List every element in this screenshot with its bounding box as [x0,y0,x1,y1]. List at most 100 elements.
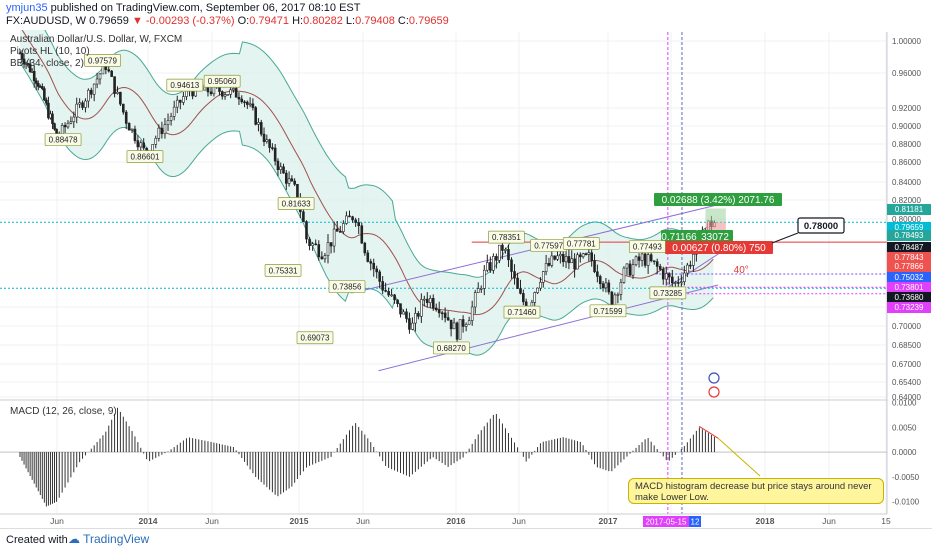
candle-body [51,113,54,124]
candle-body [434,307,438,311]
candle-body [378,271,381,282]
badge-text: 0.73801 [895,283,924,292]
candle-body [567,256,571,264]
macd-y-tick: -0.0100 [892,498,920,507]
ohlc-close: 0.79659 [408,15,449,27]
chart-header: ymjun35 published on TradingView.com, Se… [0,0,932,30]
badge-text: 0.78487 [895,243,924,252]
candle-body [661,269,665,280]
candle-body [348,215,351,218]
candle-body [473,292,477,308]
pivot-bg [264,264,302,277]
candle-body [284,172,288,184]
candle-body [476,288,480,293]
macd-down-line [698,425,719,439]
chart-canvas[interactable]: 0.02688 (3.42%) 2071.76 0.71166 330720.006… [0,30,932,528]
candle-body [387,291,390,296]
y-tick-label: 0.90000 [892,122,921,131]
pivot-text: 0.73285 [653,289,682,298]
candle-body [92,83,96,95]
candle-body [564,256,568,263]
macd-y-tick: 0.0100 [892,398,917,407]
tradingview-logo[interactable]: ☁ TradingView [68,532,149,546]
candle-body [209,91,213,95]
price-badge: 0.78487 [887,242,931,253]
tag-bg [665,241,773,254]
candle-body [446,317,450,321]
candle-body [507,249,510,261]
candle-body [489,262,492,271]
macd-y-tick: 0.0050 [892,423,917,432]
candle-body [625,263,629,269]
candle-body [637,256,641,261]
candle-body [541,271,545,283]
pivot-label: 0.77597 [530,239,568,252]
candle-body [556,255,559,260]
candle-body [501,244,504,251]
badge-bg [887,282,931,293]
candle-body [265,139,269,142]
pivot-text: 0.73856 [333,283,362,292]
price-callout: 0.78000 [771,217,845,244]
candle-body [311,243,314,247]
candle-body [273,147,277,162]
badge-bg [887,302,931,313]
candle-body [119,91,122,105]
candle-body [461,319,465,327]
bb-basis-line [21,30,714,316]
x-tick-label: Jun [356,516,370,526]
candle-body [634,256,638,265]
flag-icon [708,386,720,398]
candle-body [393,294,396,301]
pivot-bg [562,237,600,250]
candle-body [420,299,423,317]
candle-body [332,228,336,247]
candle-body [604,282,608,289]
candle-body [628,263,632,276]
candle-body [110,70,113,77]
candle-body [405,311,408,319]
badge-text: 0.81181 [895,205,924,214]
candle-body [578,254,582,258]
candle-body [576,254,579,270]
candle-body [63,125,67,128]
entry-tail-tag: 33072 [697,230,733,243]
candle-body [492,256,495,271]
candle-body [479,288,483,290]
candle-body [49,113,52,119]
badge-text: 0.79659 [895,223,924,232]
candle-body [41,86,44,89]
profit-zone [705,208,726,223]
channel-lower [378,284,719,372]
candle-body [458,319,462,340]
pivot-text: 0.78351 [492,233,521,242]
candle-body [692,253,695,266]
candle-body [329,242,333,247]
y-tick-label: 0.68500 [892,341,921,350]
author-name[interactable]: ymjun35 [6,2,48,14]
candle-body [573,258,576,270]
candle-body [38,86,42,88]
candle-body [652,260,656,263]
candle-body [223,94,227,97]
candle-body [658,266,662,270]
pivot-text: 0.71460 [508,308,537,317]
candle-body [443,312,447,318]
callout-text: 0.78000 [804,221,838,232]
candle-body [590,252,593,261]
annotation-note[interactable]: MACD histogram decrease but price stays … [628,478,884,504]
pivot-bg [84,54,121,67]
pivot-text: 0.94613 [170,81,199,90]
pivot-label: 0.94613 [166,78,204,92]
candle-body [504,249,507,251]
candle-body [166,120,170,125]
pivot-bg [433,341,470,355]
legend-bb: BB (34, close, 2) [10,58,84,69]
price-axis: 1.00000 0.96000 0.92000 0.90000 0.88000 0.860… [886,32,931,514]
tag-text: 0.71166 [661,232,697,243]
candle-body [182,96,185,103]
candle-body [75,103,79,118]
candle-body [440,312,444,315]
candle-body [220,91,224,97]
candle-body [689,264,692,267]
